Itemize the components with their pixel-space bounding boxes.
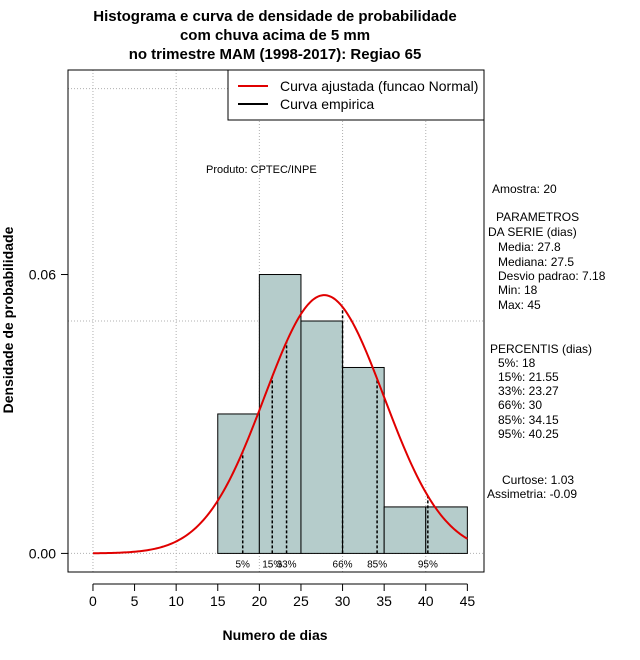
x-tick-label-9: 45 (460, 593, 476, 609)
normal-fit-curve (92, 294, 468, 555)
title-line-3: no trimestre MAM (1998-2017): Regiao 65 (129, 46, 422, 63)
y-tick-label-0: 0.00 (29, 545, 56, 561)
histogram-bar-1 (258, 274, 302, 554)
stat-max: Max: 45 (498, 298, 541, 312)
x-tick-label-1: 5 (131, 593, 139, 609)
histogram-bar-3 (342, 366, 385, 554)
stat-p85: 85%: 34.15 (498, 413, 559, 427)
stat-p5: 5%: 18 (498, 356, 536, 370)
x-tick-label-5: 25 (293, 593, 309, 609)
stat-p15: 15%: 21.55 (498, 370, 559, 384)
y-axis-title: Densidade de probabilidade (0, 226, 16, 413)
x-tick-label-4: 20 (252, 593, 268, 609)
histogram-bar-5 (425, 506, 468, 554)
title-line-2: com chuva acima de 5 mm (180, 27, 370, 44)
x-tick-label-2: 10 (168, 593, 184, 609)
stat-params-heading: PARAMETROS (496, 210, 579, 224)
stat-p33: 33%: 23.27 (498, 384, 559, 398)
x-tick-label-7: 35 (376, 593, 392, 609)
percentile-label-0: 5% (235, 559, 250, 570)
legend: Curva ajustada (funcao Normal) Curva emp… (227, 69, 485, 121)
histogram-bar-2 (300, 320, 344, 554)
percentile-label-3: 66% (333, 559, 353, 570)
percentile-lines: 5% 15%33% 66% 85% 95% (235, 306, 438, 570)
x-axis-title: Numero de dias (222, 627, 327, 643)
legend-box (227, 69, 485, 121)
stat-percentiles-heading: PERCENTIS (dias) (490, 342, 592, 356)
stat-stddev: Desvio padrao: 7.18 (498, 269, 606, 283)
stat-mean: Media: 27.8 (498, 240, 561, 254)
legend-label-normal: Curva ajustada (funcao Normal) (280, 78, 478, 94)
product-annotation: Produto: CPTEC/INPE (206, 164, 317, 176)
x-tick-label-8: 40 (418, 593, 434, 609)
x-tick-label-6: 30 (335, 593, 351, 609)
x-tick-label-3: 15 (210, 593, 226, 609)
stat-params-heading-2: DA SERIE (dias) (488, 225, 577, 239)
y-tick-label-1: 0.06 (29, 267, 56, 283)
stat-kurtosis: Curtose: 1.03 (502, 473, 574, 487)
stat-p66: 66%: 30 (498, 398, 542, 412)
chart-title: Histograma e curva de densidade de proba… (93, 8, 456, 63)
stat-skewness: Assimetria: -0.09 (487, 487, 577, 501)
x-tick-label-0: 0 (89, 593, 97, 609)
percentile-label-4: 85% (367, 559, 387, 570)
percentile-label-1: 15% (262, 559, 282, 570)
stat-median: Mediana: 27.5 (498, 255, 574, 269)
legend-label-empirical: Curva empirica (280, 96, 374, 112)
histogram-bar-0 (217, 413, 260, 554)
stat-p95: 95%: 40.25 (498, 427, 559, 441)
stat-sample: Amostra: 20 (492, 182, 557, 196)
percentile-label-5: 95% (418, 559, 438, 570)
x-axis: 0 5 10 15 20 25 30 35 40 45 (89, 583, 476, 609)
percentile-label-2: 33% (277, 559, 297, 570)
statistics-panel: Amostra: 20 PARAMETROS DA SERIE (dias) M… (487, 182, 606, 501)
stat-min: Min: 18 (498, 283, 538, 297)
title-line-1: Histograma e curva de densidade de proba… (93, 8, 456, 25)
y-axis: 0.00 0.06 (29, 267, 69, 561)
histogram-bar-4 (383, 506, 427, 554)
